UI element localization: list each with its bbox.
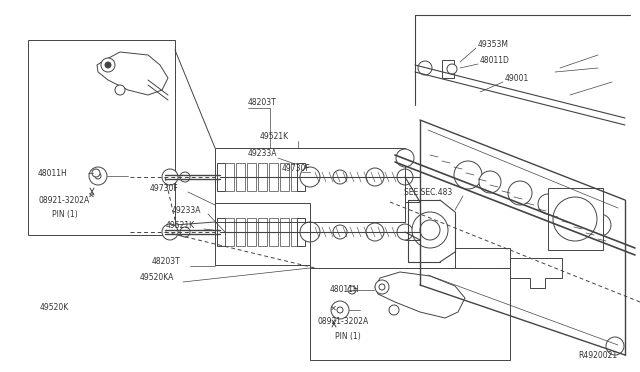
Circle shape [348, 286, 356, 294]
Bar [442, 60, 454, 78]
Circle shape [366, 223, 384, 241]
Text: 48011H: 48011H [38, 169, 68, 177]
Circle shape [375, 280, 389, 294]
Text: 48203T: 48203T [152, 257, 180, 266]
Circle shape [95, 173, 101, 179]
Circle shape [333, 225, 347, 239]
Text: 49233A: 49233A [248, 148, 278, 157]
Text: 08921-3202A: 08921-3202A [318, 317, 369, 327]
Bar [225, 218, 234, 246]
Bar [258, 163, 267, 191]
Polygon shape [97, 52, 168, 95]
Circle shape [538, 194, 558, 214]
Circle shape [420, 220, 440, 240]
Circle shape [397, 169, 413, 185]
Text: ✕: ✕ [330, 304, 337, 312]
Circle shape [89, 167, 107, 185]
Bar [291, 218, 300, 246]
Text: 49001: 49001 [505, 74, 529, 83]
Bar [291, 163, 300, 191]
Circle shape [412, 212, 448, 248]
Text: 49521K: 49521K [166, 221, 195, 230]
Circle shape [397, 224, 413, 240]
Text: 49233A: 49233A [172, 205, 202, 215]
Circle shape [389, 305, 399, 315]
Text: 49730F: 49730F [150, 183, 179, 192]
Text: 48203T: 48203T [248, 97, 276, 106]
Circle shape [553, 197, 597, 241]
Circle shape [331, 301, 349, 319]
Circle shape [337, 307, 343, 313]
Circle shape [180, 172, 190, 182]
Bar [236, 218, 245, 246]
Bar [215, 148, 405, 222]
Bar [269, 218, 278, 246]
Circle shape [105, 62, 111, 68]
Bar [225, 163, 234, 191]
Circle shape [300, 167, 320, 187]
Bar [247, 218, 256, 246]
Circle shape [508, 181, 532, 205]
Polygon shape [510, 258, 562, 288]
Bar [548, 188, 603, 250]
Bar [236, 163, 245, 191]
Text: ✕: ✕ [88, 190, 95, 199]
Text: R4920021: R4920021 [578, 352, 617, 360]
Circle shape [418, 61, 432, 75]
Circle shape [366, 168, 384, 186]
Bar [217, 163, 225, 191]
Circle shape [447, 64, 457, 74]
Circle shape [589, 214, 611, 236]
Bar [280, 218, 289, 246]
Text: 49521K: 49521K [260, 131, 289, 141]
Bar [280, 163, 289, 191]
Circle shape [300, 222, 320, 242]
Text: SEE SEC.483: SEE SEC.483 [404, 187, 452, 196]
Text: 49730F: 49730F [282, 164, 311, 173]
Circle shape [379, 284, 385, 290]
Bar [310, 268, 510, 360]
Circle shape [115, 85, 125, 95]
Polygon shape [455, 248, 510, 278]
Bar [28, 40, 175, 235]
Bar [297, 218, 305, 246]
Circle shape [92, 169, 100, 177]
Text: PIN (1): PIN (1) [335, 331, 361, 340]
Text: 48011D: 48011D [480, 55, 510, 64]
Bar [247, 163, 256, 191]
Bar [269, 163, 278, 191]
Circle shape [479, 171, 501, 193]
Circle shape [101, 58, 115, 72]
Circle shape [180, 227, 190, 237]
Text: 48011H: 48011H [330, 285, 360, 295]
Circle shape [559, 201, 585, 227]
Circle shape [606, 337, 624, 355]
Circle shape [162, 224, 178, 240]
Text: 49520KA: 49520KA [140, 273, 174, 282]
Bar [215, 203, 310, 265]
Text: 49520K: 49520K [40, 304, 69, 312]
Circle shape [454, 161, 482, 189]
Text: 08921-3202A: 08921-3202A [38, 196, 89, 205]
Text: PIN (1): PIN (1) [52, 209, 77, 218]
Text: 49353M: 49353M [478, 39, 509, 48]
Bar [217, 218, 225, 246]
Circle shape [396, 149, 414, 167]
Polygon shape [375, 272, 465, 318]
Bar [258, 218, 267, 246]
Bar [297, 163, 305, 191]
Circle shape [162, 169, 178, 185]
Circle shape [333, 170, 347, 184]
